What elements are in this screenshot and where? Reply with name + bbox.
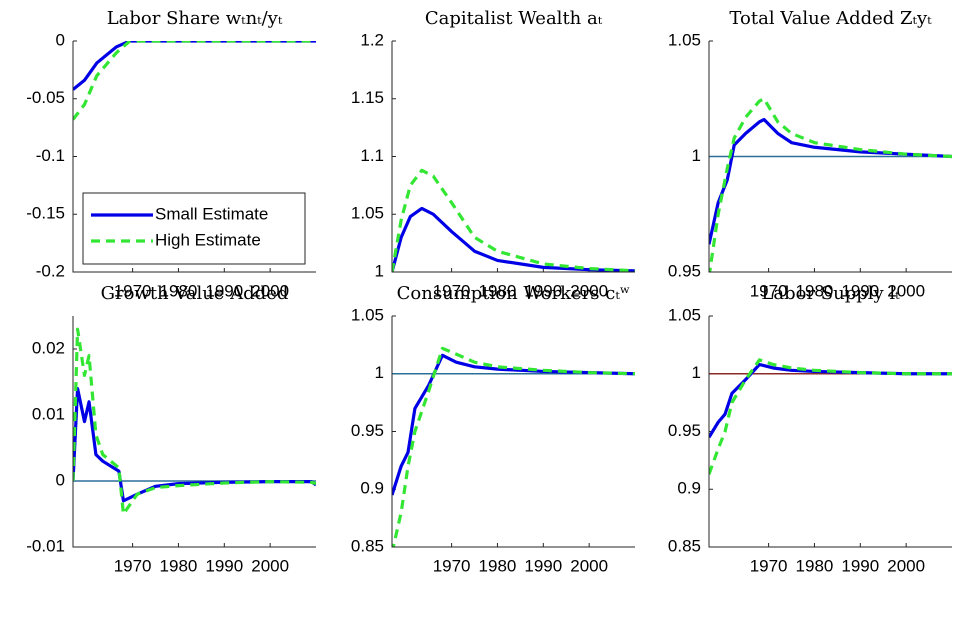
x-tick-label: 2000 (887, 556, 925, 575)
axis (708, 41, 952, 273)
y-tick-label: 0.9 (360, 479, 384, 498)
axis (391, 41, 635, 273)
y-tick-label: 1.1 (360, 146, 384, 165)
panel-title: Consumption Workers cₜʷ (397, 283, 631, 304)
y-tick-label: 1 (375, 261, 384, 280)
x-tick-label: 1980 (160, 556, 198, 575)
x-tick-label: 1980 (796, 556, 834, 575)
series-line (709, 362, 952, 439)
panel: Growth Value Added -0.01 0 0.01 0.02 1970 1980… (26, 283, 316, 575)
x-tick-label: 1990 (841, 281, 879, 300)
y-tick-label: -0.05 (26, 88, 65, 107)
y-tick-label: 0 (56, 470, 65, 489)
panel: Total Value Added Zₜyₜ 0.95 1 1.05 1970 1980 1… (668, 8, 952, 300)
legend-label: Small Estimate (155, 204, 268, 223)
x-tick-label: 1990 (205, 281, 243, 300)
y-tick-label: 1.05 (351, 305, 384, 324)
series-line (709, 117, 952, 245)
axis (708, 316, 952, 548)
y-tick-label: 0.95 (351, 421, 384, 440)
panel-title: Capitalist Wealth aₜ (425, 8, 603, 29)
axis (391, 316, 635, 548)
x-tick-label: 2000 (570, 281, 608, 300)
x-tick-label: 1980 (796, 281, 834, 300)
panel: Labor Supply lₜ 0.85 0.9 0.95 1 1.05 1970 1980 1… (668, 283, 952, 575)
plot-area (73, 41, 316, 121)
x-tick-label: 2000 (251, 556, 289, 575)
y-tick-label: -0.2 (36, 261, 65, 280)
series-line (392, 206, 635, 272)
panel: Capitalist Wealth aₜ 1 1.05 1.1 1.15 1.2 1970 1… (351, 8, 635, 300)
x-tick-label: 1970 (114, 281, 152, 300)
x-tick-label: 1970 (433, 556, 471, 575)
y-tick-label: 0.02 (32, 338, 65, 357)
plot-area (709, 97, 952, 272)
y-tick-label: 1 (375, 363, 384, 382)
plot-area (709, 358, 952, 475)
axis (72, 41, 316, 273)
y-tick-label: -0.01 (26, 536, 65, 555)
y-tick-label: 1.05 (668, 305, 701, 324)
series-line (392, 168, 635, 272)
y-tick-label: 0.01 (32, 404, 65, 423)
y-tick-label: 1.2 (360, 30, 384, 49)
y-tick-label: 0.85 (668, 536, 701, 555)
x-tick-label: 1980 (160, 281, 198, 300)
panel-title: Labor Share wₜnₜ/yₜ (107, 8, 283, 29)
y-tick-label: 1.15 (351, 88, 384, 107)
x-tick-label: 1980 (479, 281, 517, 300)
x-tick-label: 2000 (251, 281, 289, 300)
panel-title: Growth Value Added (101, 283, 289, 304)
x-tick-label: 1970 (433, 281, 471, 300)
panel-title: Labor Supply lₜ (761, 283, 900, 304)
y-tick-label: 0.95 (668, 421, 701, 440)
y-tick-label: 1 (692, 146, 701, 165)
y-tick-label: -0.1 (36, 146, 65, 165)
x-tick-label: 1970 (750, 281, 788, 300)
x-tick-label: 1970 (114, 556, 152, 575)
plot-area (392, 168, 635, 272)
y-tick-label: 1.05 (668, 30, 701, 49)
x-tick-label: 1990 (524, 281, 562, 300)
series-line (392, 346, 635, 547)
x-tick-label: 2000 (887, 281, 925, 300)
legend: Small Estimate High Estimate (82, 192, 306, 265)
plot-area (392, 346, 635, 547)
y-tick-label: 0.85 (351, 536, 384, 555)
series-line (709, 358, 952, 475)
x-tick-label: 1990 (841, 556, 879, 575)
series-line (392, 353, 635, 496)
series-line (73, 41, 316, 91)
x-tick-label: 1990 (205, 556, 243, 575)
legend-label: High Estimate (155, 230, 261, 249)
y-tick-label: 1.05 (351, 204, 384, 223)
x-tick-label: 2000 (570, 556, 608, 575)
panel: Labor Share wₜnₜ/yₜ -0.2 -0.15 -0.1 -0.05 0 19… (26, 8, 316, 300)
x-tick-label: 1990 (524, 556, 562, 575)
series-line (709, 97, 952, 272)
y-tick-label: 1 (692, 363, 701, 382)
plot-area (73, 327, 316, 516)
y-tick-label: 0.9 (677, 479, 701, 498)
y-tick-label: 0 (56, 30, 65, 49)
panel-title: Total Value Added Zₜyₜ (729, 8, 932, 29)
series-line (73, 327, 316, 516)
axis (72, 316, 316, 548)
panel: Consumption Workers cₜʷ 0.85 0.9 0.95 1 1.05 1… (351, 283, 635, 575)
legend-box (82, 192, 306, 265)
y-tick-label: -0.15 (26, 204, 65, 223)
x-tick-label: 1970 (750, 556, 788, 575)
y-tick-label: 0.95 (668, 261, 701, 280)
x-tick-label: 1980 (479, 556, 517, 575)
